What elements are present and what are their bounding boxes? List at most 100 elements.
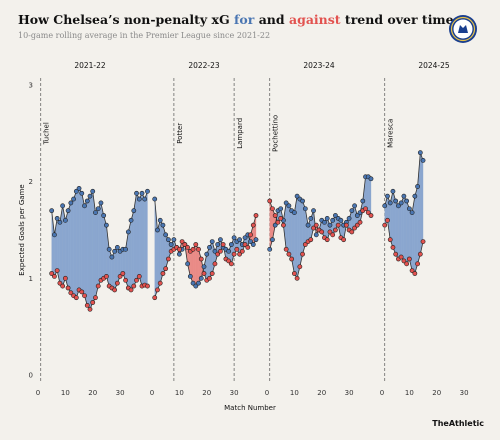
against-point	[79, 289, 85, 295]
season-label: 2023-24	[303, 61, 335, 70]
against-point	[343, 222, 349, 228]
for-point	[250, 242, 256, 247]
for-point	[176, 251, 182, 257]
season-label: 2024-25	[418, 61, 450, 70]
for-point	[398, 200, 404, 206]
for-point	[291, 210, 297, 215]
area-segment	[89, 190, 93, 310]
for-point	[104, 222, 109, 228]
for-point	[114, 244, 120, 250]
for-point	[313, 232, 319, 238]
against-point	[220, 242, 226, 247]
against-point	[349, 229, 355, 235]
for-point	[84, 198, 90, 204]
for-point	[90, 188, 96, 194]
for-point	[417, 150, 423, 156]
area-segment	[403, 195, 407, 265]
for-point	[212, 248, 218, 254]
chart-title: How Chelsea’s non-penalty xG for and aga…	[18, 12, 454, 27]
for-point	[201, 264, 207, 270]
against-point	[300, 251, 305, 257]
x-tick-label: 30	[230, 389, 239, 397]
y-tick-label: 0	[29, 372, 33, 380]
for-point	[106, 246, 112, 252]
against-point	[84, 302, 90, 308]
area-segment	[398, 202, 402, 260]
for-point	[166, 237, 171, 243]
for-point	[76, 186, 82, 191]
manager-label: Pochettino	[272, 115, 280, 152]
area-segment	[420, 152, 424, 255]
for-point	[54, 215, 60, 221]
for-point	[346, 215, 352, 221]
for-point	[193, 283, 199, 289]
chart-subtitle: 10-game rolling average in the Premier L…	[18, 31, 271, 40]
against-point	[281, 222, 286, 228]
against-point	[401, 258, 407, 264]
against-point	[385, 217, 390, 223]
area-segment	[67, 202, 71, 294]
for-point	[187, 273, 193, 279]
area-segment	[288, 205, 292, 260]
against-point	[239, 248, 245, 254]
against-point	[82, 293, 87, 299]
against-point	[52, 273, 57, 279]
against-point	[398, 254, 404, 260]
x-tick-label: 10	[175, 389, 184, 397]
x-tick-label: 10	[290, 389, 299, 397]
against-point	[412, 271, 418, 276]
against-point	[393, 251, 399, 257]
for-point	[352, 203, 357, 209]
for-point	[322, 219, 327, 225]
for-point	[123, 246, 128, 252]
against-point	[155, 287, 160, 293]
against-point	[352, 225, 357, 231]
against-point	[297, 264, 303, 270]
against-point	[215, 251, 221, 257]
against-point	[95, 283, 101, 289]
against-point	[49, 271, 55, 276]
for-point	[160, 222, 166, 228]
against-point	[272, 213, 278, 218]
for-point	[311, 208, 316, 214]
for-point	[218, 237, 223, 243]
for-point	[93, 210, 98, 215]
chelsea-crest-icon	[449, 15, 477, 43]
for-point	[196, 280, 201, 286]
for-point	[412, 193, 418, 199]
against-point	[136, 273, 142, 279]
area-segment	[144, 191, 148, 287]
against-point	[57, 280, 63, 286]
for-point	[87, 193, 93, 199]
for-point	[305, 222, 311, 228]
x-tick-label: 20	[432, 389, 441, 397]
for-point	[330, 217, 336, 223]
for-point	[207, 244, 212, 250]
for-point	[60, 203, 66, 209]
for-point	[404, 198, 410, 204]
against-point	[196, 246, 201, 252]
against-point	[330, 232, 336, 238]
against-point	[193, 242, 199, 247]
manager-label: Maresca	[387, 119, 395, 148]
for-point	[228, 242, 234, 247]
for-point	[390, 188, 396, 194]
for-point	[136, 196, 142, 202]
against-point	[313, 222, 319, 228]
y-tick-label: 3	[29, 82, 33, 90]
against-point	[286, 251, 292, 257]
against-point	[333, 227, 338, 233]
against-point	[123, 277, 128, 283]
area-segment	[395, 200, 399, 260]
for-point	[95, 206, 101, 212]
for-point	[73, 188, 79, 194]
area-segment	[286, 202, 290, 255]
against-point	[275, 219, 281, 225]
x-tick-label: 10	[61, 389, 70, 397]
against-point	[237, 251, 242, 257]
for-point	[209, 239, 215, 244]
x-tick-label: 0	[150, 389, 154, 397]
season-label: 2021-22	[74, 61, 106, 70]
for-point	[283, 200, 289, 206]
against-point	[62, 275, 68, 281]
